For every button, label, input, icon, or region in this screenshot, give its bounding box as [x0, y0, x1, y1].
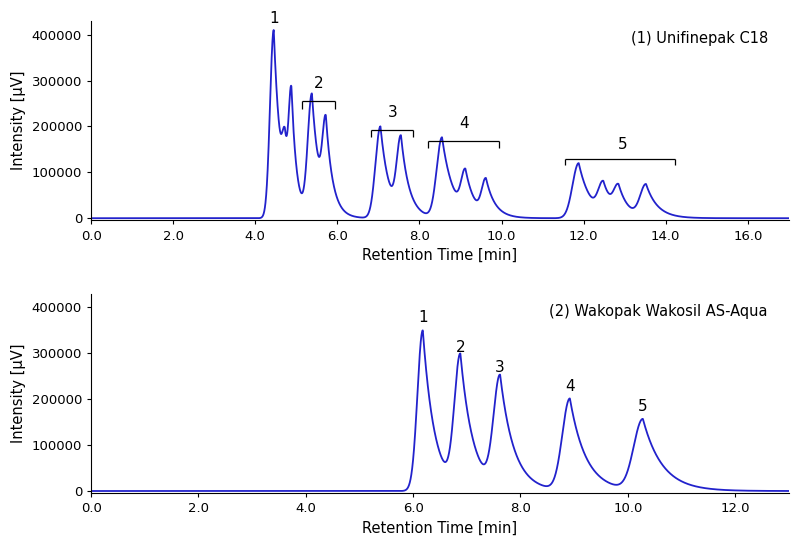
- Text: (2) Wakopak Wakosil AS-Aqua: (2) Wakopak Wakosil AS-Aqua: [550, 304, 768, 318]
- X-axis label: Retention Time [min]: Retention Time [min]: [362, 248, 518, 263]
- Text: 1: 1: [269, 11, 278, 26]
- Y-axis label: Intensity [μV]: Intensity [μV]: [11, 344, 26, 443]
- Text: 1: 1: [418, 310, 428, 325]
- Text: 3: 3: [388, 106, 398, 120]
- Text: 3: 3: [495, 360, 505, 375]
- Text: 4: 4: [565, 379, 574, 394]
- Text: (1) Unifinepak C18: (1) Unifinepak C18: [630, 31, 768, 46]
- Text: 4: 4: [459, 116, 469, 131]
- Text: 5: 5: [638, 399, 648, 415]
- Y-axis label: Intensity [μV]: Intensity [μV]: [11, 71, 26, 171]
- Text: 5: 5: [618, 137, 627, 152]
- Text: 2: 2: [314, 75, 324, 91]
- Text: 2: 2: [455, 340, 465, 354]
- X-axis label: Retention Time [min]: Retention Time [min]: [362, 521, 518, 536]
